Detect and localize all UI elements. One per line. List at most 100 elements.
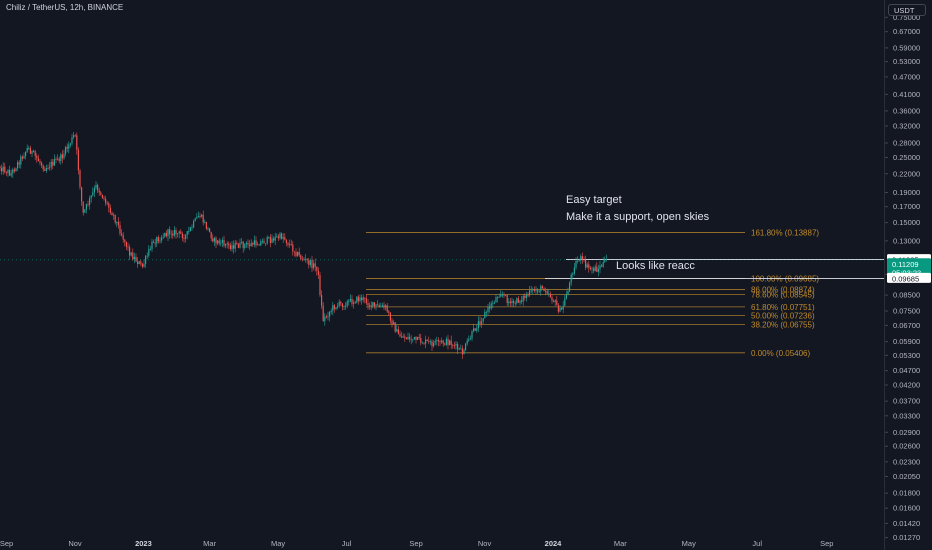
candle-body [293, 251, 295, 253]
candle-body [105, 198, 107, 204]
candle-body [218, 240, 220, 244]
candle-body [87, 204, 89, 206]
candle-body [549, 293, 551, 298]
candle-body [583, 259, 585, 261]
candle-body [301, 258, 303, 260]
candle-body [361, 297, 363, 301]
x-tick-label: May [271, 539, 285, 548]
candle-body [410, 338, 412, 340]
candle-body [217, 240, 219, 244]
fib-level-label: 100.00% (0.09685) [751, 274, 819, 283]
candle-body [289, 243, 291, 245]
candle-body [561, 307, 563, 310]
candle-body [223, 240, 225, 246]
candle-body [129, 247, 131, 256]
currency-button[interactable]: USDT [888, 4, 926, 16]
candle-body [589, 267, 591, 269]
candle-body [485, 311, 487, 313]
candle-body [537, 290, 539, 292]
candle-body [113, 214, 115, 216]
candle-body [401, 336, 403, 338]
fib-level-label: 0.00% (0.05406) [751, 349, 810, 358]
candle-body [71, 137, 73, 144]
candle-body [26, 147, 28, 152]
candle-body [15, 168, 17, 172]
candle-body [383, 305, 385, 308]
candle-body [429, 341, 431, 343]
candle-body [21, 156, 23, 159]
candle-body [116, 221, 118, 223]
candle-body [525, 294, 527, 298]
candle-body [493, 302, 495, 304]
candle-body [309, 260, 311, 265]
candle-body [181, 233, 183, 238]
candle-body [431, 341, 433, 347]
candle-body [149, 249, 151, 250]
candle-body [492, 303, 494, 305]
candle-body [287, 242, 289, 245]
candle-body [324, 316, 326, 322]
candle-body [466, 340, 468, 344]
candle-body [535, 290, 537, 292]
candle-body [389, 312, 391, 321]
candle-body [506, 295, 508, 304]
candle-body [420, 337, 422, 343]
candle-body [345, 305, 347, 307]
candle-body [508, 301, 510, 304]
candle-body [538, 291, 540, 293]
y-tick-label: 0.28000 [893, 138, 920, 147]
price-chart[interactable]: 161.80% (0.13887) 100.00% (0.09685) 86.00%… [0, 0, 884, 550]
candle-body [444, 343, 446, 345]
y-tick-label: 0.01800 [893, 489, 920, 498]
price-scale[interactable]: 0.75000 0.67000 0.59000 0.53000 0.47000 0.410… [884, 0, 932, 550]
price-tag-support [887, 272, 931, 283]
y-tick-label: 0.15000 [893, 218, 920, 227]
y-tick-label: 0.02900 [893, 428, 920, 437]
candle-body [391, 320, 393, 325]
candle-body [348, 301, 350, 302]
candle-body [279, 233, 281, 239]
candle-body [433, 342, 435, 347]
candle-body [501, 294, 503, 296]
candle-body [130, 252, 132, 256]
candle-body [500, 294, 502, 297]
candle-body [332, 305, 334, 311]
candle-body [76, 135, 78, 150]
candle-body [554, 300, 556, 302]
candle-body [271, 238, 273, 243]
candle-body [9, 170, 11, 176]
candle-body [569, 282, 571, 292]
candle-body [461, 348, 463, 355]
price-tag-current-label: 0.11209 [892, 260, 919, 269]
candle-body [260, 241, 262, 246]
candle-body [329, 311, 331, 317]
candle-body [138, 261, 140, 264]
candle-body [108, 203, 110, 208]
candle-body [349, 298, 351, 302]
candle-body [58, 158, 60, 162]
price-tag-current [887, 258, 931, 277]
candle-body [333, 305, 335, 309]
candle-body [157, 237, 159, 242]
annotation-easy-target: Easy target [566, 194, 622, 206]
candle-body [572, 273, 574, 275]
candle-body [132, 252, 134, 260]
candle-body [586, 264, 588, 268]
candle-body [570, 274, 572, 283]
candle-body [103, 198, 105, 199]
candle-body [530, 290, 532, 292]
candle-body [79, 170, 81, 188]
candle-body [109, 207, 111, 213]
candle-body [241, 241, 243, 243]
symbol-title: Chiliz / TetherUS, 12h, BINANCE [6, 3, 124, 12]
candle-body [394, 322, 396, 332]
candle-body [375, 304, 377, 307]
candle-body [204, 221, 206, 223]
candle-body [585, 259, 587, 268]
y-tick-label: 0.02600 [893, 442, 920, 451]
candle-body [89, 198, 91, 205]
x-tick-label: 2023 [135, 539, 152, 548]
y-tick-label: 0.02300 [893, 457, 920, 466]
candle-body [209, 228, 211, 233]
candle-body [529, 290, 531, 296]
